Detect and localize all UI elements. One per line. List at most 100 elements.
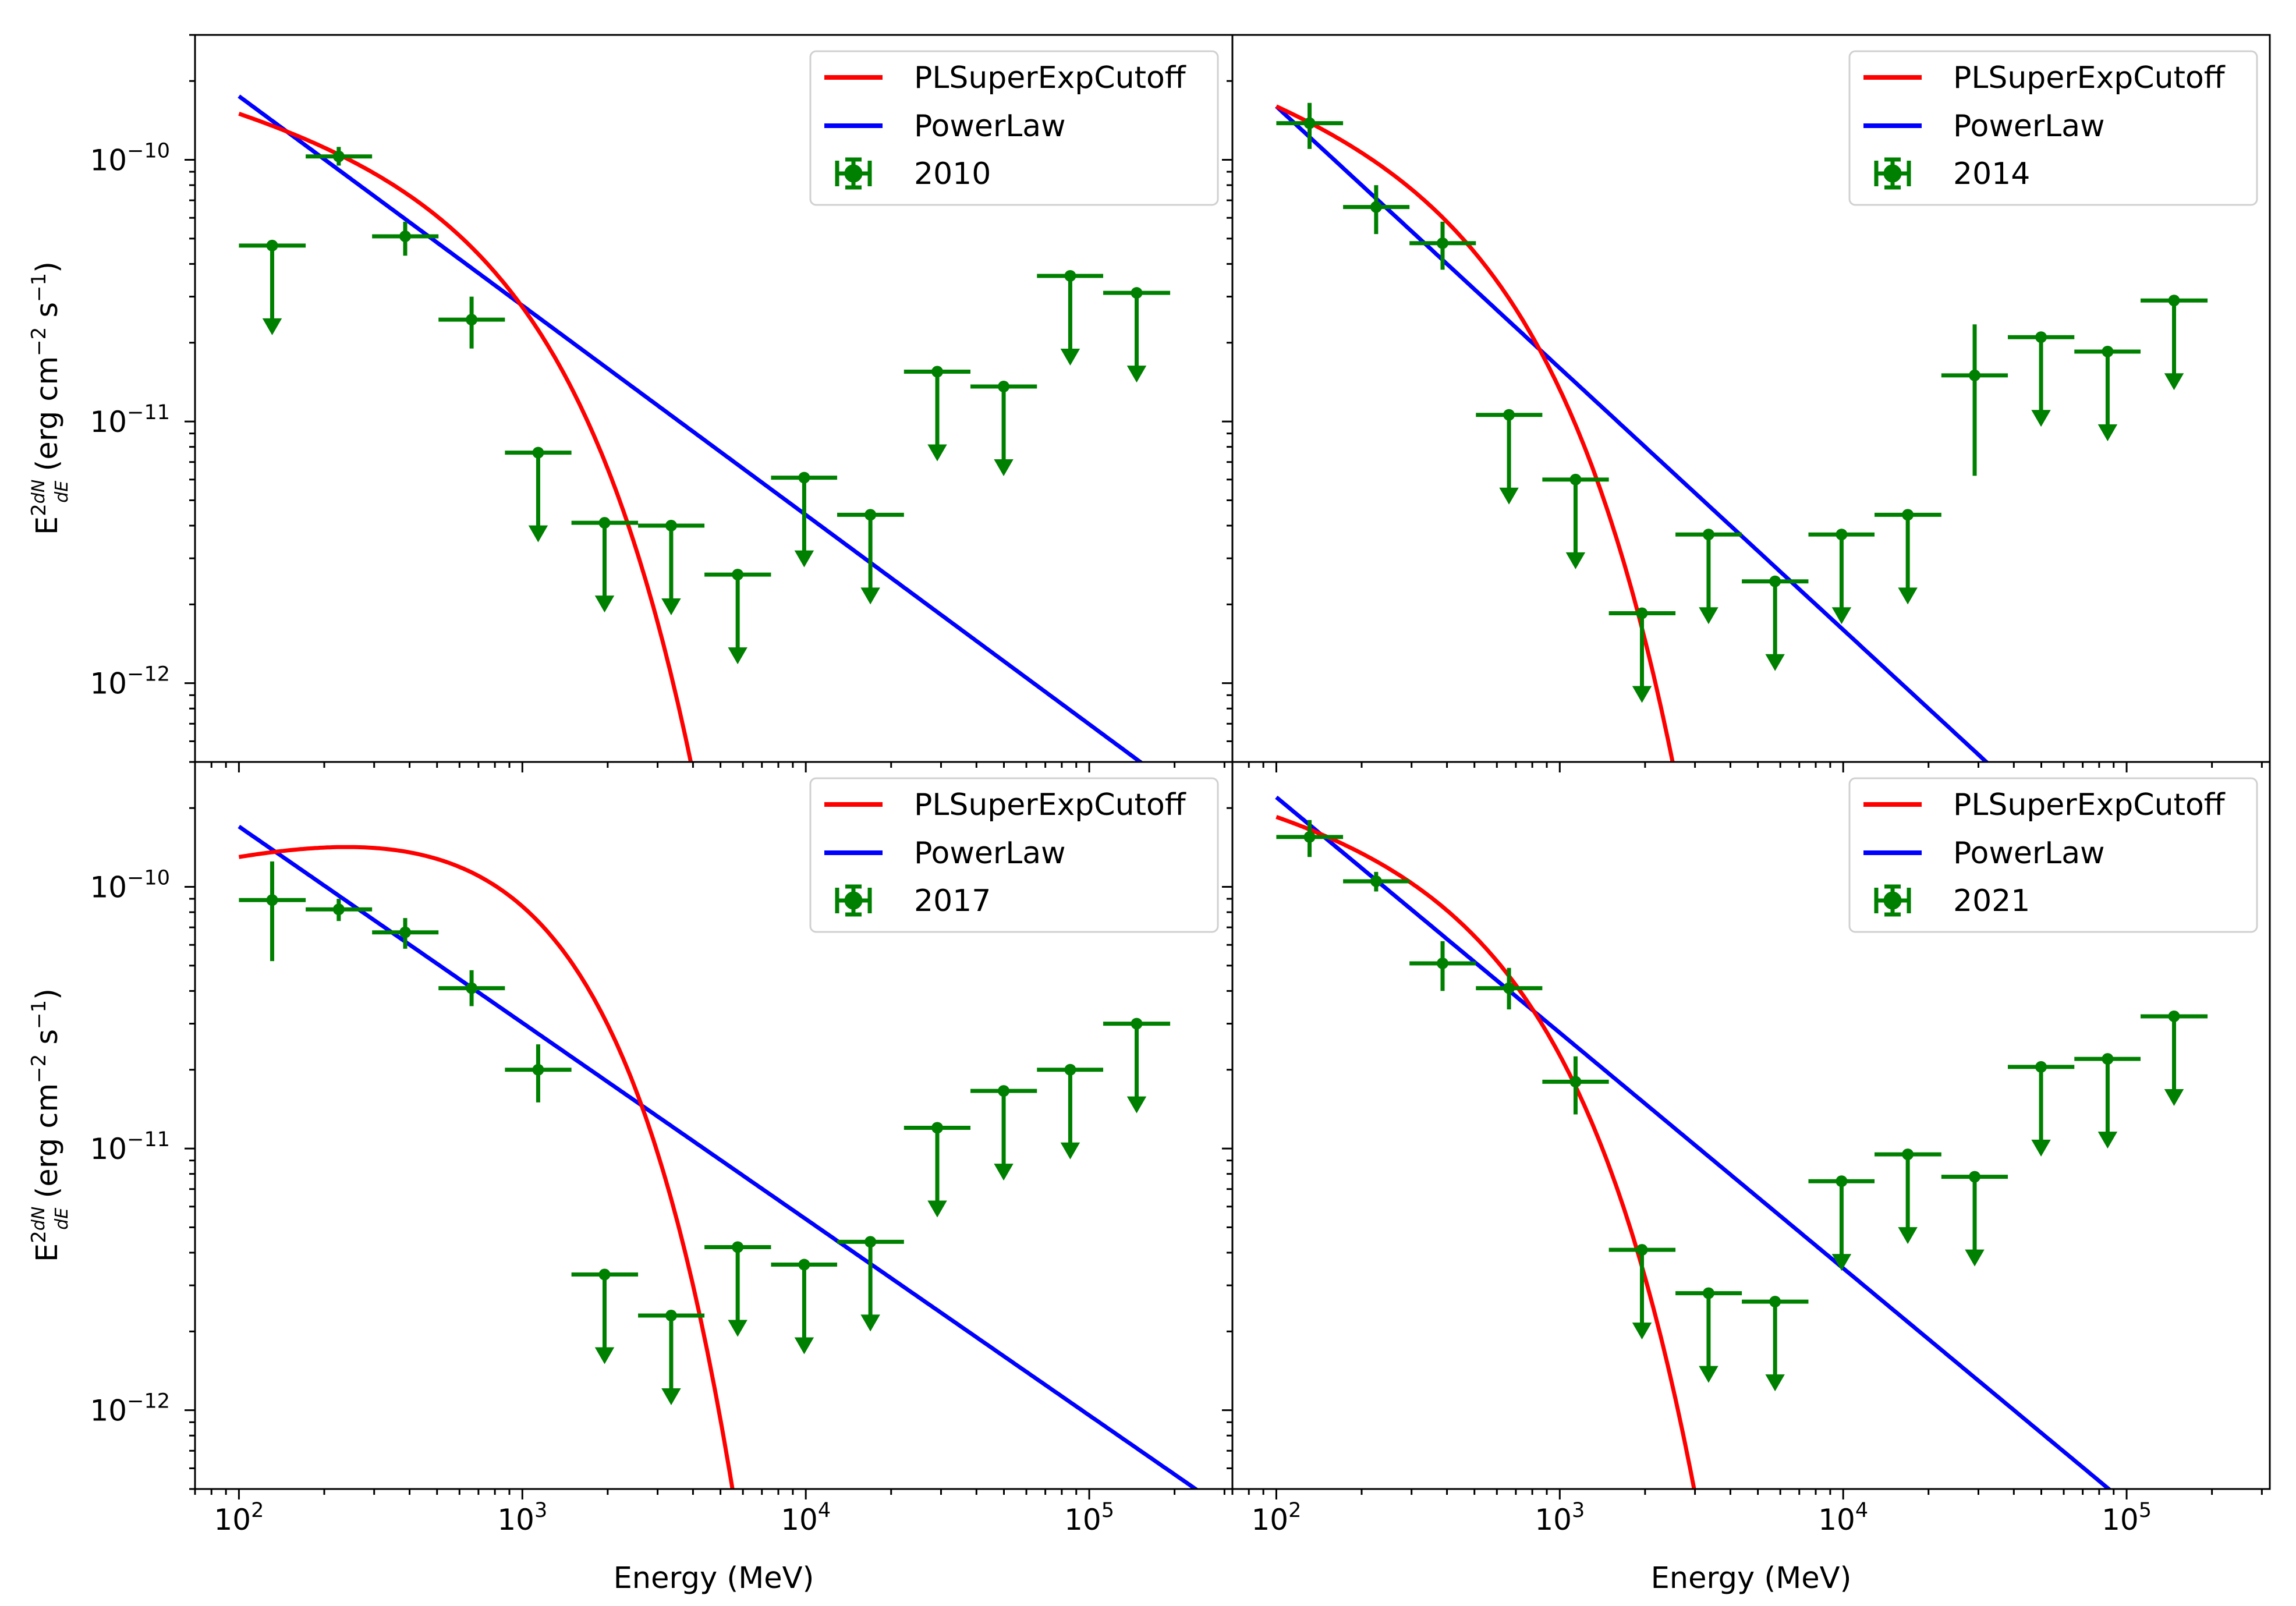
sed-point-13: [2141, 295, 2208, 391]
tick-base: 10: [90, 144, 127, 178]
powerlaw-line: [1275, 795, 2112, 1489]
tick-base: 10: [497, 1503, 534, 1537]
ylabel-units-exp2: −1: [27, 1000, 51, 1029]
tick-exponent: 5: [2139, 1499, 2152, 1522]
panel-2017: [185, 761, 1225, 1499]
ylabel-frac-den: dE: [52, 481, 72, 503]
legend-box: [809, 777, 1219, 933]
point-marker: [466, 314, 478, 326]
powerlaw-line: [238, 94, 1144, 762]
y-axis-label-top: E2dN dE (erg cm−2 s−1): [27, 261, 72, 535]
ylabel-units-main: (erg cm: [30, 356, 65, 481]
point-marker: [532, 1063, 544, 1076]
tick-base: 10: [1818, 1503, 1855, 1537]
sed-point-8: [771, 1258, 838, 1355]
legend-box: [809, 50, 1219, 206]
sed-point-9: [1875, 1148, 1941, 1245]
x-axis-label-left: Energy (MeV): [614, 1561, 814, 1596]
legend-label-year: 2021: [1953, 884, 2030, 919]
ul-arrowhead: [2097, 424, 2118, 441]
ul-arrowhead: [1965, 1249, 1985, 1267]
x-tick-label: 102: [214, 1499, 264, 1537]
ul-arrowhead: [1831, 607, 1852, 625]
tick-base: 10: [90, 667, 127, 701]
point-marker: [732, 569, 744, 581]
ul-arrowhead: [1898, 587, 1918, 605]
sed-point-1: [306, 899, 373, 921]
point-marker: [399, 230, 412, 242]
legend-swatch-points: [1874, 884, 1911, 917]
point-marker: [1064, 270, 1076, 282]
legend-label-cutoff: PLSuperExpCutoff: [1953, 61, 2226, 95]
panel-2014: [1222, 34, 2263, 772]
ylabel-frac-num: dN: [29, 480, 49, 504]
ul-arrowhead: [594, 1347, 615, 1364]
tick-base: 10: [214, 1503, 251, 1537]
sed-point-1: [1343, 871, 1410, 892]
sed-point-13: [1103, 287, 1171, 383]
ul-arrowhead: [1060, 348, 1080, 366]
ul-arrowhead: [2031, 1139, 2051, 1157]
sed-point-2: [372, 918, 439, 949]
ul-arrowhead: [1699, 607, 1719, 625]
point-marker: [1370, 875, 1382, 887]
legend-2014: PLSuperExpCutoff PowerLaw 2014: [1848, 50, 2258, 206]
point-marker: [1131, 1018, 1143, 1030]
sed-point-13: [1103, 1018, 1171, 1114]
tick-exponent: −12: [127, 663, 170, 686]
ul-arrowhead: [661, 598, 681, 615]
point-marker: [1702, 529, 1714, 541]
tick-exponent: 4: [818, 1499, 831, 1522]
ul-arrowhead: [1565, 552, 1586, 569]
tick-exponent: −12: [127, 1390, 170, 1413]
sed-point-3: [1476, 967, 1543, 1010]
ul-arrowhead: [528, 525, 548, 543]
point-marker: [1437, 237, 1449, 249]
point-marker: [2102, 1053, 2114, 1065]
x-tick-label: 105: [1064, 1499, 1114, 1537]
legend-swatch-points: [835, 884, 872, 917]
ul-arrowhead: [1499, 487, 1519, 505]
ul-arrowhead: [2031, 410, 2051, 427]
sed-point-5: [1608, 1244, 1676, 1340]
point-marker: [1769, 575, 1781, 587]
x-tick-labels: 102 103 104 105 102 103 104 105: [214, 1499, 2152, 1537]
point-marker: [998, 381, 1010, 393]
point-marker: [2035, 331, 2047, 343]
sed-point-12: [1037, 1063, 1104, 1160]
x-axis-label-right: Energy (MeV): [1651, 1561, 1852, 1596]
sed-point-2: [372, 221, 439, 256]
sed-point-12: [1037, 270, 1104, 366]
ul-arrowhead: [927, 444, 947, 462]
tick-base: 10: [90, 1394, 127, 1428]
legend-2017: PLSuperExpCutoff PowerLaw 2017: [809, 777, 1219, 933]
sed-point-4: [1542, 1056, 1609, 1115]
ul-arrowhead: [994, 1164, 1014, 1181]
point-marker: [665, 519, 677, 531]
y-tick-label: 10−10: [90, 140, 171, 178]
ul-arrowhead: [927, 1200, 947, 1218]
tick-base: 10: [90, 871, 127, 905]
sed-point-11: [970, 1085, 1037, 1181]
sed-point-0: [239, 861, 306, 962]
ul-arrowhead: [1699, 1366, 1719, 1383]
ylabel-units-exp2: −1: [27, 273, 51, 302]
tick-exponent: −10: [127, 140, 170, 163]
tick-exponent: 2: [251, 1499, 264, 1522]
point-marker: [864, 1236, 877, 1248]
point-marker: [2168, 1010, 2180, 1022]
point-marker: [1902, 1148, 1914, 1161]
ylabel-units-end: ): [30, 988, 65, 1000]
x-tick-label: 103: [1535, 1499, 1585, 1537]
point-marker: [2102, 345, 2114, 357]
sed-point-6: [638, 1310, 705, 1406]
ylabel-frac-den: dE: [52, 1208, 72, 1230]
point-marker: [1569, 1076, 1582, 1088]
tick-base: 10: [1251, 1503, 1288, 1537]
sed-point-3: [438, 970, 505, 1006]
sed-point-3: [1476, 409, 1543, 505]
sed-point-11: [2008, 331, 2075, 427]
point-marker: [1569, 473, 1582, 485]
